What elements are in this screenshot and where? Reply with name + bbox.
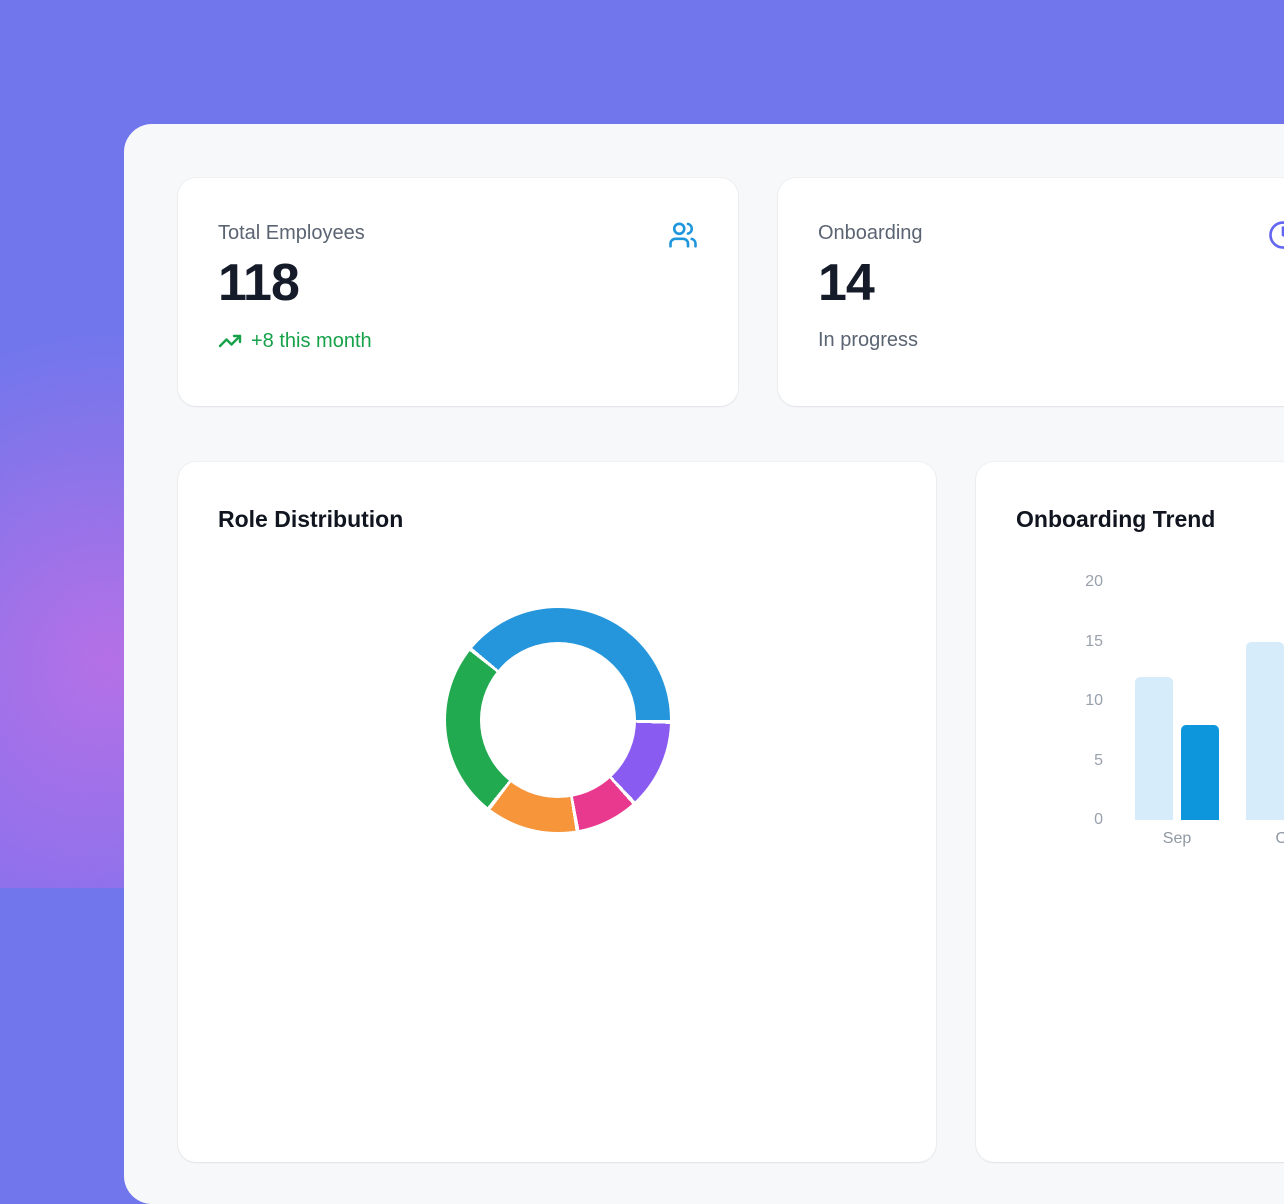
bar-series-1-light-Oct <box>1246 642 1284 821</box>
y-axis-tick-label: 5 <box>1043 751 1103 771</box>
charts-row: Role Distribution Onboarding Trend 0 5 10 1… <box>178 462 1284 1162</box>
clock-icon <box>1268 220 1284 250</box>
stat-label: Onboarding <box>818 222 1284 245</box>
role-distribution-card: Role Distribution <box>178 462 936 1162</box>
y-axis-tick-label: 0 <box>1043 810 1103 830</box>
trending-up-icon <box>218 329 242 353</box>
bar-series-1-light-Sep <box>1135 677 1173 820</box>
total-employees-card: Total Employees 118 +8 this month <box>178 178 738 406</box>
users-icon <box>668 220 698 250</box>
chart-title: Onboarding Trend <box>1016 506 1284 533</box>
stat-delta-text: +8 this month <box>251 330 372 353</box>
dashboard-background: { "colors":{ "background":"#7176ec", "ba… <box>0 0 1284 888</box>
stat-value: 118 <box>218 257 698 309</box>
onboarding-trend-card: Onboarding Trend 0 5 10 15 20 Sep Oct <box>976 462 1284 1162</box>
stat-value: 14 <box>818 257 1284 309</box>
donut-chart <box>446 608 670 832</box>
main-panel: Total Employees 118 +8 this month Onboar… <box>124 124 1284 1204</box>
stats-row: Total Employees 118 +8 this month Onboar… <box>178 178 1284 406</box>
x-axis-label: Sep <box>1135 830 1219 848</box>
y-axis-tick-label: 20 <box>1043 572 1103 592</box>
stat-subtext: In progress <box>818 329 1284 352</box>
bar-series-2-dark-Sep <box>1181 725 1219 820</box>
stat-label: Total Employees <box>218 222 698 245</box>
y-axis-tick-label: 10 <box>1043 691 1103 711</box>
x-axis-label: Oct <box>1246 830 1284 848</box>
y-axis-tick-label: 15 <box>1043 632 1103 652</box>
onboarding-card: Onboarding 14 In progress <box>778 178 1284 406</box>
chart-title: Role Distribution <box>218 506 896 533</box>
stat-delta: +8 this month <box>218 329 698 353</box>
